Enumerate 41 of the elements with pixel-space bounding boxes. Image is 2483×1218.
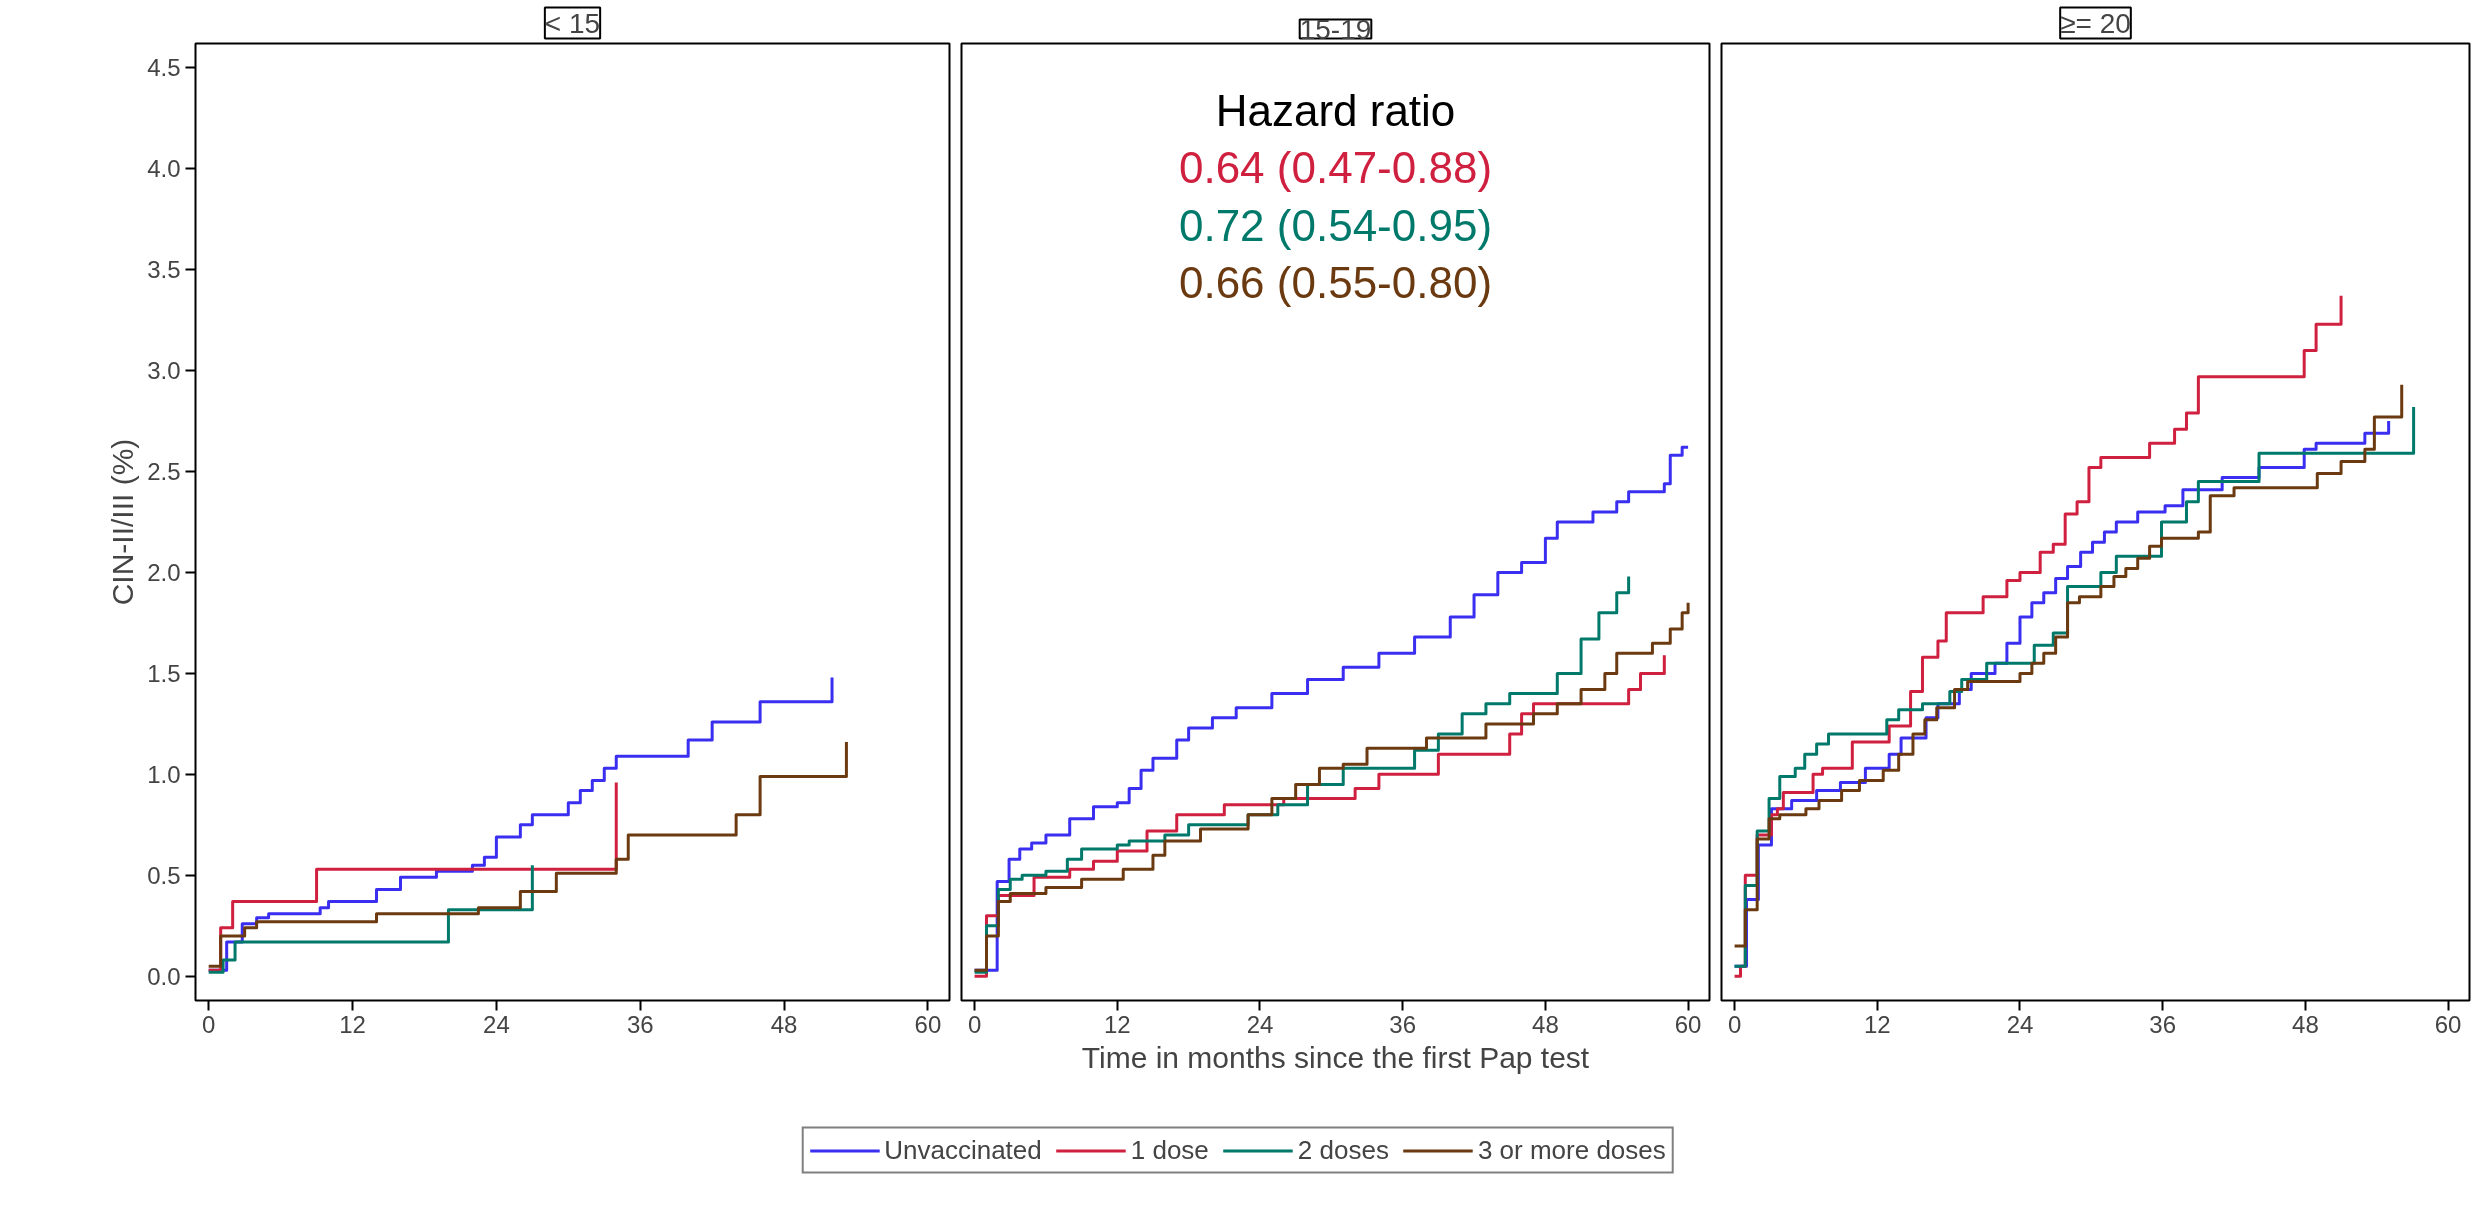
chart-title: 15-19 bbox=[1299, 13, 1372, 45]
x-tick-label: 0 bbox=[1727, 1010, 1742, 1038]
legend-label: 3 or more doses bbox=[1477, 1134, 1666, 1166]
y-tick-label: 0.5 bbox=[147, 861, 181, 889]
x-tick-label: 0 bbox=[967, 1010, 982, 1038]
x-tick-label: 24 bbox=[1246, 1010, 1274, 1038]
y-tick-label: 1.5 bbox=[147, 659, 181, 687]
x-tick-label: 36 bbox=[2149, 1010, 2177, 1038]
x-tick-label: 24 bbox=[2006, 1010, 2034, 1038]
x-tick-label: 36 bbox=[1389, 1010, 1417, 1038]
chart-title: < 15 bbox=[544, 7, 601, 39]
y-tick-label: 3.5 bbox=[147, 256, 181, 284]
x-tick-label: 48 bbox=[770, 1010, 798, 1038]
x-tick-label: 24 bbox=[483, 1010, 510, 1038]
x-tick-label: 60 bbox=[1674, 1010, 1702, 1038]
annotation: 0.72 (0.54-0.95) bbox=[1178, 200, 1493, 250]
x-axis-title: Time in months since the first Pap test bbox=[1081, 1040, 1590, 1074]
legend-label: 1 dose bbox=[1130, 1134, 1209, 1166]
x-tick-label: 48 bbox=[1532, 1010, 1559, 1038]
x-tick-label: 12 bbox=[1103, 1010, 1131, 1038]
y-axis-title: CIN-II/III (%) bbox=[106, 438, 140, 606]
annotation: 0.64 (0.47-0.88) bbox=[1178, 143, 1493, 193]
x-tick-label: 12 bbox=[339, 1010, 366, 1038]
annotation: 0.66 (0.55-0.80) bbox=[1178, 258, 1493, 308]
x-tick-label: 36 bbox=[626, 1010, 654, 1038]
legend-label: Unvaccinated bbox=[884, 1134, 1042, 1166]
legend-label: 2 doses bbox=[1297, 1134, 1389, 1166]
y-tick-label: 3.0 bbox=[147, 357, 181, 385]
x-tick-label: 60 bbox=[914, 1010, 942, 1038]
chart-title: ≥= 20 bbox=[2060, 7, 2131, 39]
x-tick-label: 60 bbox=[2434, 1010, 2462, 1038]
y-tick-label: 2.0 bbox=[147, 558, 181, 586]
x-tick-label: 0 bbox=[202, 1010, 216, 1038]
y-tick-label: 1.0 bbox=[147, 760, 181, 788]
y-tick-label: 2.5 bbox=[147, 458, 181, 486]
y-tick-label: 4.0 bbox=[147, 155, 181, 183]
y-tick-label: 4.5 bbox=[147, 54, 181, 82]
x-tick-label: 12 bbox=[1863, 1010, 1891, 1038]
annotation: Hazard ratio bbox=[1215, 85, 1456, 135]
y-tick-label: 0.0 bbox=[147, 962, 181, 990]
x-tick-label: 48 bbox=[2292, 1010, 2319, 1038]
